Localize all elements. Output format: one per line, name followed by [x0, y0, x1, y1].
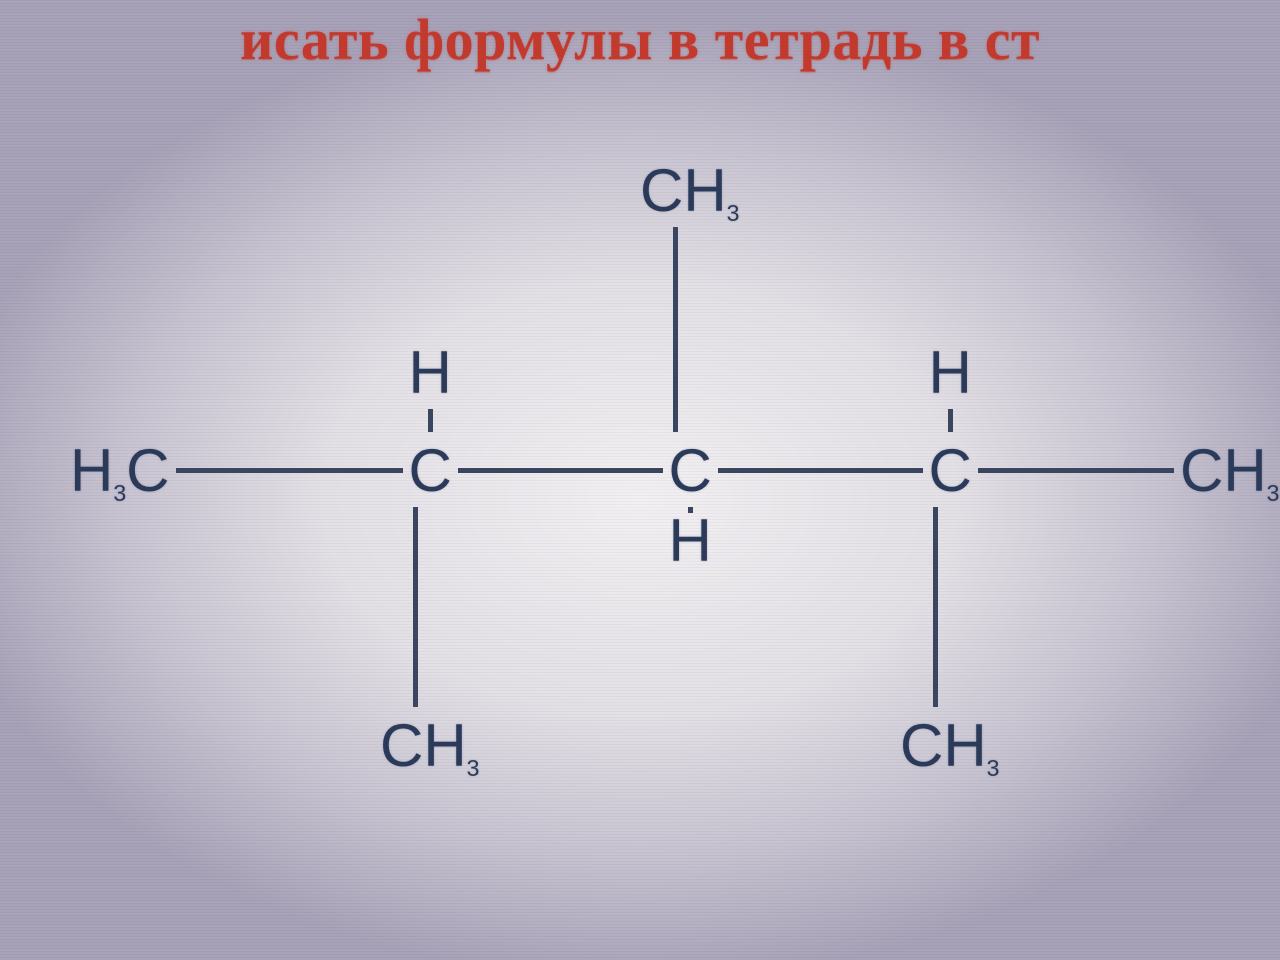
- diagram-stage: исать формулы в тетрадь в ст H3C C C C CH3 H H…: [0, 0, 1280, 960]
- bond-c2-m2b: [413, 507, 418, 707]
- atom-m2b: CH3: [380, 711, 480, 780]
- atom-h3b: H: [669, 506, 712, 575]
- atom-m3t: CH3: [640, 156, 740, 225]
- bond-c2-c3: [458, 468, 663, 473]
- atom-m4b: CH3: [900, 711, 1000, 780]
- atom-c5: CH3: [1180, 436, 1280, 505]
- bond-c3-c4: [718, 468, 923, 473]
- bond-c4-c5: [978, 468, 1175, 473]
- atom-c3: C: [669, 436, 712, 505]
- bond-h2a-c2: [428, 409, 433, 432]
- bond-c1-c2: [176, 468, 403, 473]
- bond-c3-h3b: [688, 507, 693, 513]
- bond-h4a-c4: [948, 409, 953, 432]
- atom-c2: C: [409, 436, 452, 505]
- atom-h2a: H: [409, 338, 452, 407]
- bond-c4-m4b: [933, 507, 938, 707]
- atom-h4a: H: [929, 338, 972, 407]
- page-heading: исать формулы в тетрадь в ст: [0, 6, 1280, 73]
- atom-c4: C: [929, 436, 972, 505]
- atom-c1: H3C: [70, 436, 170, 505]
- bond-m3t-c3: [673, 227, 678, 432]
